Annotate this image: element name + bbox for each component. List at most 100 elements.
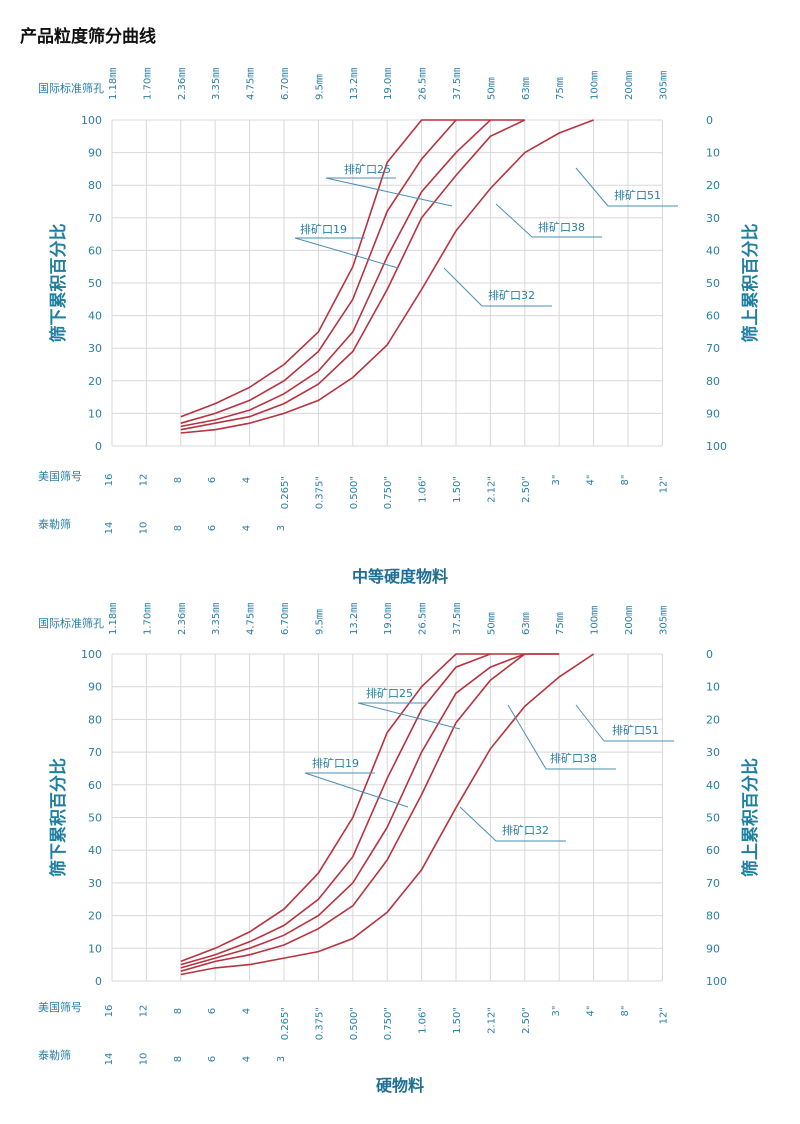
y-right-tick-label: 90 xyxy=(706,407,720,420)
y-right-tick-label: 40 xyxy=(706,779,720,792)
chart-caption: 中等硬度物料 xyxy=(352,567,448,586)
y-left-tick-label: 90 xyxy=(88,147,102,160)
callout-label: 排矿口19 xyxy=(300,222,347,236)
y-left-tick-label: 50 xyxy=(88,277,102,290)
callout: 排矿口32 xyxy=(459,806,566,842)
callout-leader xyxy=(294,237,399,269)
series-line xyxy=(180,119,526,431)
y-right-tick-label: 0 xyxy=(706,114,713,127)
y-right-tick-label: 0 xyxy=(706,648,713,661)
grid xyxy=(111,653,663,982)
callout-label: 排矿口38 xyxy=(538,220,585,234)
callout-leader xyxy=(443,267,483,307)
top-tick-label: 37.5㎜ xyxy=(452,603,463,635)
us-sieve-tick: 16 xyxy=(104,1005,115,1018)
top-tick-label: 37.5㎜ xyxy=(452,68,463,100)
us-sieve-tick: 2.12" xyxy=(486,476,497,503)
us-sieve-tick: 4" xyxy=(586,475,597,486)
us-sieve-tick: 0.500" xyxy=(349,476,360,509)
y-right-tick-label: 10 xyxy=(706,147,720,160)
us-sieve-tick: 0.375" xyxy=(314,476,325,509)
top-tick-label: 100㎜ xyxy=(590,606,601,635)
series-line xyxy=(180,119,456,418)
callout-label: 排矿口25 xyxy=(344,162,391,176)
tyler-sieve-tick: 3 xyxy=(276,525,287,531)
callout-label: 排矿口38 xyxy=(550,751,597,765)
chart-panel-medium: 国际标准筛孔 1.18㎜ 1.70㎜ 2.36㎜ 3.35㎜ 4.75㎜ 6.70㎜ 9.5㎜… xyxy=(0,60,800,590)
us-sieve-tick: 0.265" xyxy=(280,1007,291,1040)
us-sieve-label: 美国筛号 xyxy=(38,1000,82,1014)
top-tick-label: 1.18㎜ xyxy=(108,603,119,635)
top-tick-label: 75㎜ xyxy=(555,612,566,635)
series-line xyxy=(180,653,560,969)
y-right-axis-label: 筛上累积百分比 xyxy=(740,224,761,343)
us-sieve-tick: 1.06" xyxy=(418,1007,429,1034)
top-tick-label: 50㎜ xyxy=(486,612,497,635)
top-tick-label: 19.0㎜ xyxy=(383,68,394,100)
y-left-tick-label: 100 xyxy=(81,114,102,127)
callout-label: 排矿口51 xyxy=(614,188,661,202)
callout-label: 排矿口32 xyxy=(502,823,549,837)
page-title: 产品粒度筛分曲线 xyxy=(20,27,156,47)
us-sieve-tick: 0.500" xyxy=(349,1007,360,1040)
top-tick-label: 1.70㎜ xyxy=(142,68,153,100)
y-left-tick-label: 50 xyxy=(88,812,102,825)
top-tick-label: 3.35㎜ xyxy=(211,603,222,635)
y-left-tick-label: 0 xyxy=(95,975,102,988)
sieve-chart-hard: 国际标准筛孔 1.18㎜ 1.70㎜ 2.36㎜ 3.35㎜ 4.75㎜ 6.70㎜ 9.5㎜… xyxy=(38,603,761,1095)
y-right-tick-label: 90 xyxy=(706,942,720,955)
top-tick-label: 3.35㎜ xyxy=(211,68,222,100)
y-right-tick-label: 40 xyxy=(706,244,720,257)
y-left-tick-label: 60 xyxy=(88,779,102,792)
tyler-sieve-tick: 14 xyxy=(104,1053,115,1066)
tyler-sieve-tick: 3 xyxy=(276,1056,287,1062)
y-right-tick-label: 50 xyxy=(706,277,720,290)
callout-leader xyxy=(304,772,409,808)
callout-leader xyxy=(325,177,453,207)
top-tick-label: 75㎜ xyxy=(555,77,566,100)
y-right-tick-label: 70 xyxy=(706,877,720,890)
top-tick-label: 50㎜ xyxy=(486,77,497,100)
us-sieve-tick: 6 xyxy=(207,1008,218,1014)
us-sieve-tick: 3" xyxy=(551,1006,562,1017)
callout: 排矿口19 xyxy=(304,756,409,808)
y-right-tick-label: 80 xyxy=(706,375,720,388)
series-group xyxy=(180,653,595,976)
top-axis-label: 国际标准筛孔 xyxy=(38,616,104,630)
us-sieve-tick: 8 xyxy=(173,1008,184,1014)
top-axis-label: 国际标准筛孔 xyxy=(38,81,104,95)
y-left-tick-label: 70 xyxy=(88,212,102,225)
y-left-axis-label: 筛下累积百分比 xyxy=(48,758,69,877)
us-sieve-tick: 6 xyxy=(207,477,218,483)
us-sieve-tick: 4 xyxy=(242,1008,253,1014)
y-right-tick-label: 80 xyxy=(706,910,720,923)
top-tick-label: 1.70㎜ xyxy=(142,603,153,635)
callout-label: 排矿口25 xyxy=(366,686,413,700)
y-left-tick-label: 40 xyxy=(88,310,102,323)
top-tick-label: 2.36㎜ xyxy=(177,603,188,635)
y-left-tick-label: 80 xyxy=(88,713,102,726)
tyler-sieve-label: 泰勒筛 xyxy=(38,1048,71,1062)
tyler-sieve-tick: 10 xyxy=(138,522,149,535)
us-sieve-tick: 12" xyxy=(658,1007,669,1024)
series-line xyxy=(180,653,525,966)
y-right-tick-label: 20 xyxy=(706,713,720,726)
top-tick-label: 6.70㎜ xyxy=(280,68,291,100)
y-left-axis-label: 筛下累积百分比 xyxy=(48,224,69,343)
y-right-tick-label: 10 xyxy=(706,681,720,694)
top-tick-label: 9.5㎜ xyxy=(314,609,325,635)
top-tick-label: 26.5㎜ xyxy=(418,603,429,635)
callout-leader xyxy=(575,704,605,742)
us-sieve-tick: 12 xyxy=(138,1005,149,1018)
y-left-tick-label: 20 xyxy=(88,375,102,388)
y-left-tick-label: 30 xyxy=(88,877,102,890)
callout: 排矿口32 xyxy=(443,267,552,307)
us-sieve-tick: 0.265" xyxy=(280,476,291,509)
top-tick-label: 13.2㎜ xyxy=(349,68,360,100)
us-sieve-tick: 8" xyxy=(620,1006,631,1017)
callout: 排矿口25 xyxy=(325,162,453,207)
us-sieve-tick: 2.50" xyxy=(521,476,532,503)
y-right-tick-label: 30 xyxy=(706,746,720,759)
callout-label: 排矿口32 xyxy=(488,288,535,302)
top-tick-label: 4.75㎜ xyxy=(246,603,257,635)
